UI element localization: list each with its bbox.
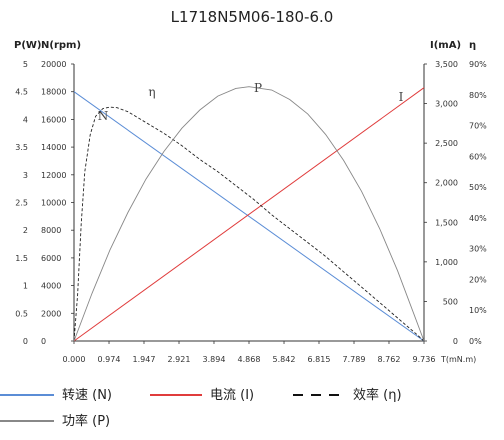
power-tick-label: 2.5 xyxy=(15,199,28,208)
current-tick-label: 0 xyxy=(453,337,458,346)
speed-tick-label: 16000 xyxy=(41,115,66,124)
power-tick-label: 3 xyxy=(23,171,28,180)
speed-tick-label: 20000 xyxy=(41,60,66,69)
x-tick-label: 5.842 xyxy=(273,355,296,364)
efficiency-tick-label: 0% xyxy=(469,337,482,346)
efficiency-tick-label: 10% xyxy=(469,306,487,315)
current-axis-label: I(mA) xyxy=(430,40,461,51)
speed-tick-label: 10000 xyxy=(41,199,66,208)
speed-axis-label: N(rpm) xyxy=(41,40,81,51)
power-tick-label: 0.5 xyxy=(15,309,28,318)
power-tick-label: 4 xyxy=(23,115,28,124)
current-tick-label: 1,000 xyxy=(435,258,458,267)
x-tick-label: 6.815 xyxy=(308,355,331,364)
efficiency-tick-label: 40% xyxy=(469,214,487,223)
x-tick-label: 1.947 xyxy=(133,355,156,364)
series-line-efficiency xyxy=(73,106,425,342)
chart-title: L1718N5M06-180-6.0 xyxy=(171,8,334,26)
current-tick-label: 2,500 xyxy=(435,139,458,148)
x-tick-label: 0.974 xyxy=(98,355,121,364)
current-tick-label: 3,500 xyxy=(435,60,458,69)
speed-tick-label: 4000 xyxy=(41,282,61,291)
speed-tick-label: 12000 xyxy=(41,171,66,180)
legend-label: 效率 (η) xyxy=(353,387,402,403)
current-tick-label: 500 xyxy=(443,297,458,306)
series-curve-label-power: P xyxy=(254,81,262,95)
legend-label: 功率 (P) xyxy=(62,413,110,429)
power-tick-label: 2 xyxy=(23,226,28,235)
series-line-speed xyxy=(73,91,425,342)
x-tick-label: 4.868 xyxy=(238,355,261,364)
power-tick-label: 1 xyxy=(23,282,28,291)
efficiency-tick-label: 70% xyxy=(469,122,487,131)
x-axis-label: T(mN.m) xyxy=(440,355,476,364)
efficiency-tick-label: 30% xyxy=(469,245,487,254)
x-tick-label: 7.789 xyxy=(343,355,366,364)
series-line-current xyxy=(73,87,425,342)
power-tick-label: 4.5 xyxy=(15,88,28,97)
x-tick-label: 3.894 xyxy=(203,355,226,364)
x-tick-label: 9.736 xyxy=(413,355,436,364)
power-tick-label: 0 xyxy=(23,337,28,346)
efficiency-tick-label: 20% xyxy=(469,275,487,284)
power-axis-label: P(W) xyxy=(14,40,42,51)
power-tick-label: 1.5 xyxy=(15,254,28,263)
current-tick-label: 1,500 xyxy=(435,218,458,227)
speed-tick-label: 18000 xyxy=(41,88,66,97)
efficiency-tick-label: 80% xyxy=(469,91,487,100)
x-tick-label: 8.762 xyxy=(378,355,401,364)
legend-label: 电流 (I) xyxy=(210,388,254,403)
series-curve-label-current: I xyxy=(399,90,404,104)
power-tick-label: 3.5 xyxy=(15,143,28,152)
x-tick-label: 2.921 xyxy=(168,355,191,364)
speed-tick-label: 14000 xyxy=(41,143,66,152)
power-tick-label: 5 xyxy=(23,60,28,69)
current-tick-label: 2,000 xyxy=(435,179,458,188)
legend-label: 转速 (N) xyxy=(62,388,112,403)
efficiency-axis-label: η xyxy=(469,40,476,51)
speed-tick-label: 6000 xyxy=(41,254,61,263)
efficiency-tick-label: 50% xyxy=(469,183,487,192)
series-curve-label-efficiency: η xyxy=(148,85,155,99)
series-line-power xyxy=(73,86,425,342)
efficiency-tick-label: 90% xyxy=(469,60,487,69)
speed-tick-label: 0 xyxy=(41,337,46,346)
series-curve-label-speed: N xyxy=(98,109,109,123)
speed-tick-label: 2000 xyxy=(41,309,61,318)
efficiency-tick-label: 60% xyxy=(469,152,487,161)
x-tick-label: 0.000 xyxy=(63,355,86,364)
current-tick-label: 3,000 xyxy=(435,100,458,109)
speed-tick-label: 8000 xyxy=(41,226,61,235)
